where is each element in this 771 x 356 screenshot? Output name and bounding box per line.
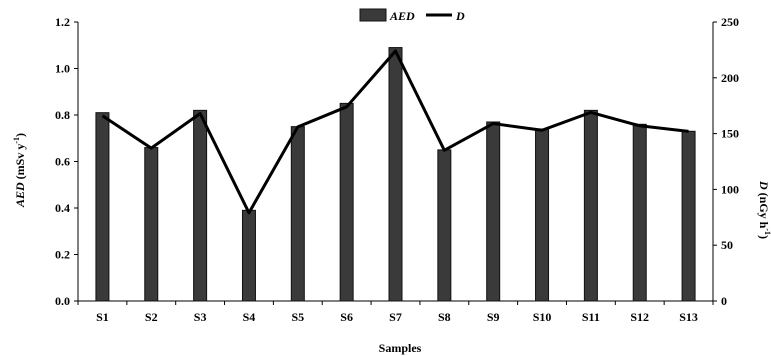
y-left-tick-label: 0.8 (55, 108, 70, 122)
legend-label-aed: AED (389, 9, 415, 23)
line-series (101, 49, 689, 215)
bar-S3 (193, 109, 208, 302)
y-left-close: ) (13, 133, 27, 137)
bar-series (95, 47, 696, 302)
y-right-tick-label: 100 (721, 182, 739, 196)
bar-S7 (388, 47, 403, 302)
y-left-unit: (mSv y (13, 144, 27, 183)
bar-S10 (535, 128, 550, 302)
x-tick-label: S12 (630, 310, 649, 324)
y-left-tick-label: 0.0 (55, 294, 70, 308)
bar-S9 (486, 121, 501, 302)
y-left-main: AED (13, 182, 27, 208)
y-right-tick-label: 50 (721, 238, 733, 252)
y-axis-title-left: AED (mSv y-1) (12, 133, 27, 208)
x-tick-label: S8 (438, 310, 451, 324)
bar-S1 (95, 112, 110, 302)
bar-S2 (144, 147, 159, 302)
tick-labels: 0.0 0.2 0.4 0.6 0.8 1.0 1.2 0 50 100 150 200 250 S1 S2… (55, 15, 739, 324)
y-right-close: ) (757, 235, 771, 239)
bar-S13 (681, 130, 696, 302)
x-tick-label: S9 (487, 310, 500, 324)
line-D (101, 49, 689, 215)
y-left-tick-label: 0.2 (55, 248, 70, 262)
y-right-exp: -1 (763, 228, 771, 235)
bar-S12 (632, 123, 647, 302)
x-tick-label: S10 (533, 310, 552, 324)
y-right-unit: (nGy h (757, 190, 771, 229)
x-tick-label: S5 (291, 310, 304, 324)
y-left-tick-label: 0.4 (55, 201, 70, 215)
x-tick-label: S1 (96, 310, 109, 324)
x-tick-label: S7 (389, 310, 402, 324)
bar-S11 (583, 109, 598, 302)
x-tick-label: S11 (582, 310, 600, 324)
x-tick-label: S2 (145, 310, 158, 324)
y-right-tick-label: 0 (721, 294, 727, 308)
y-right-tick-label: 200 (721, 71, 739, 85)
legend: AED D (359, 8, 465, 23)
legend-swatch-aed (359, 8, 387, 22)
y-left-tick-label: 0.6 (55, 155, 70, 169)
x-axis-title: Samples (379, 341, 422, 355)
x-tick-label: S3 (194, 310, 207, 324)
bar-S4 (241, 209, 256, 302)
x-tick-label: S6 (340, 310, 353, 324)
y-left-tick-label: 1.0 (55, 62, 70, 76)
y-left-tick-label: 1.2 (55, 15, 70, 29)
bar-S6 (339, 102, 354, 302)
y-right-tick-label: 250 (721, 15, 739, 29)
y-left-exp: -1 (12, 137, 21, 144)
x-tick-label: S13 (679, 310, 698, 324)
y-axis-title-right: D (nGy h-1) (757, 180, 771, 239)
bar-S5 (290, 126, 305, 302)
y-right-main: D (757, 180, 771, 190)
bar-S8 (437, 149, 452, 302)
x-tick-label: S4 (243, 310, 256, 324)
legend-label-d: D (455, 9, 465, 23)
y-right-tick-label: 150 (721, 127, 739, 141)
